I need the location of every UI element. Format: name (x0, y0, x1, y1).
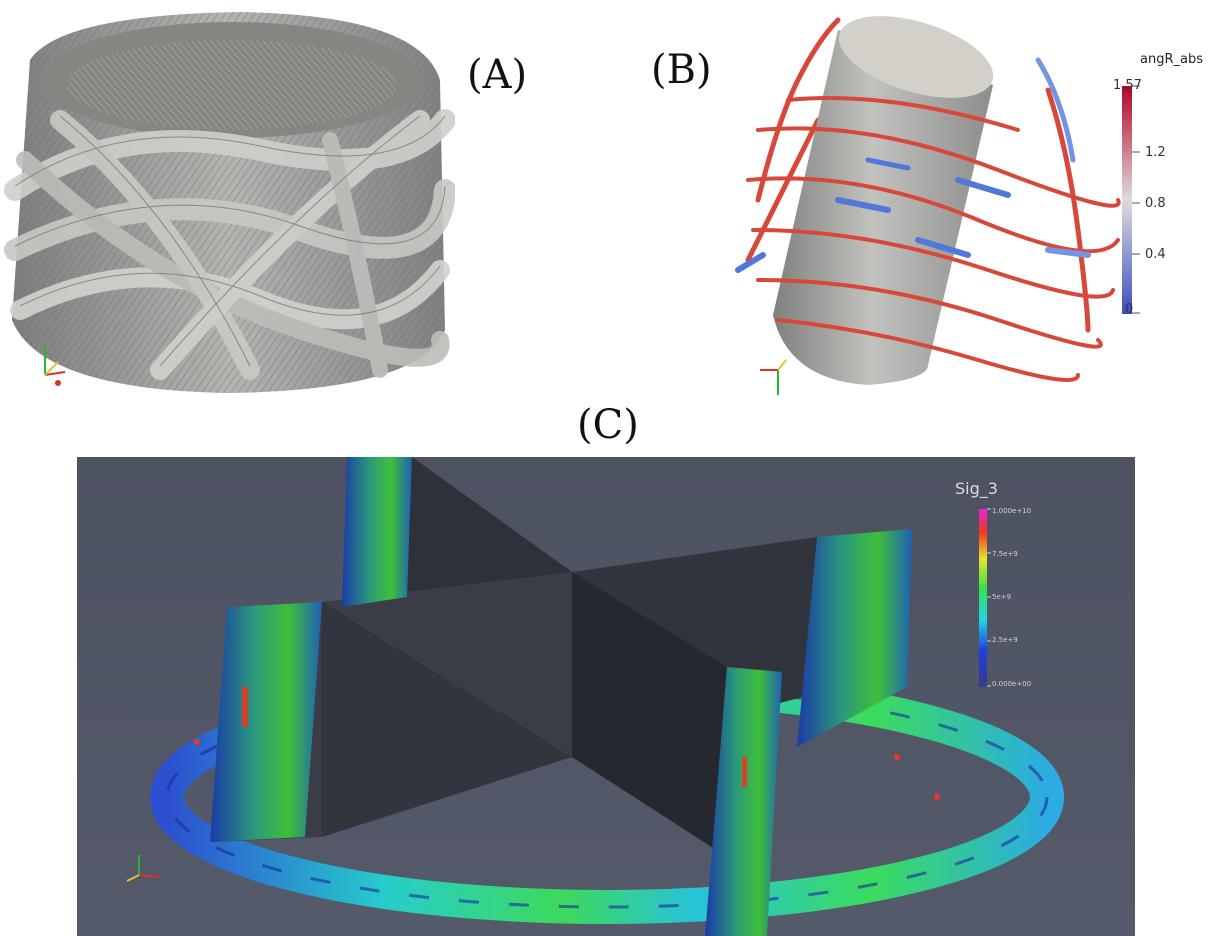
axes-triad-icon (126, 855, 160, 882)
panel-label-c: (C) (577, 402, 639, 448)
colorbar-tick-label: 1.2 (1145, 145, 1166, 160)
panel-label-b: (B) (651, 47, 712, 93)
stress-field-render (77, 457, 1135, 936)
axes-triad-icon (760, 359, 787, 395)
colorbar-max-label: 1.000e+10 (992, 507, 1032, 515)
panel-label-a: (A) (467, 52, 528, 98)
colorbar-gradient (979, 509, 987, 687)
colorbar-min-label: 0.000e+00 (992, 680, 1032, 688)
colorbar-tick-label: 0.4 (1145, 247, 1166, 262)
axes-triad-icon (44, 345, 66, 386)
colorbar-tick-label: 7.5e+9 (992, 550, 1018, 558)
colorbar-gradient (1122, 86, 1132, 314)
colorbar-max-label: 1.57 (1113, 78, 1142, 93)
colorbar-min-label: 0 (1125, 302, 1134, 317)
colorbar-title: Sig_3 (955, 479, 998, 498)
colorbar-tick-label: 5e+9 (992, 593, 1012, 601)
woven-preform-render (4, 12, 455, 393)
colorbar-tick-label: 2.5e+9 (992, 636, 1018, 644)
colorbar-tick-label: 0.8 (1145, 196, 1166, 211)
colorbar-title: angR_abs (1140, 52, 1203, 67)
fiber-orientation-render (735, 16, 1140, 395)
